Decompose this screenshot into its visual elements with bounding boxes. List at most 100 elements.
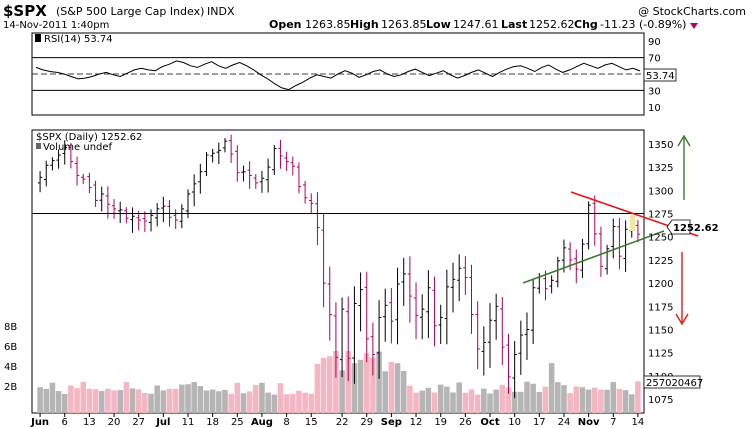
ohlc-bar <box>358 272 363 332</box>
ohlc-bar <box>191 174 197 207</box>
ohlc-bar <box>81 173 86 185</box>
date-tick-label: Jul <box>155 417 170 428</box>
ohlc-bar <box>142 211 148 232</box>
ohlc-bar <box>302 181 308 204</box>
volume-bar <box>61 393 68 413</box>
volume-legend-text: Volume undef <box>43 142 113 153</box>
volume-bar <box>296 390 302 413</box>
ohlc-bar <box>598 226 604 277</box>
ohlc-bar <box>161 196 166 223</box>
volume-bar <box>320 357 327 413</box>
ohlc-bar <box>56 149 61 169</box>
volume-bar <box>197 386 204 413</box>
date-tick-label: 7 <box>610 417 616 428</box>
volume-bar <box>474 394 481 413</box>
volume-bar <box>191 382 197 413</box>
volume-bar <box>222 389 228 413</box>
volume-bar <box>524 381 530 413</box>
date-tick-label: Sep <box>381 417 402 428</box>
date-tick-label: Nov <box>578 417 600 428</box>
volume-bar <box>407 385 413 413</box>
ohlc-bar <box>265 158 271 193</box>
volume-bar <box>123 382 130 413</box>
date-tick-label: 24 <box>558 417 571 428</box>
high-value: 1263.85 <box>381 18 427 31</box>
volume-bar <box>431 392 438 413</box>
volume-bar <box>468 389 475 413</box>
open-value: 1263.85 <box>305 18 351 31</box>
date-tick-label: 19 <box>434 417 447 428</box>
ohlc-bar <box>623 220 628 272</box>
ohlc-bar <box>173 209 178 229</box>
ohlc-bar <box>493 293 499 340</box>
volume-bar <box>179 384 185 413</box>
date-tick-label: Aug <box>251 417 273 428</box>
ohlc-bar <box>253 174 258 189</box>
ohlc-bar <box>450 262 456 313</box>
volume-legend-icon <box>36 143 41 149</box>
rsi-value-tag: 53.74 <box>643 68 677 82</box>
price-axis: 1350 1325 1300 1275 1250 1225 1200 1175 1150 1125… <box>648 140 673 406</box>
ohlc-bar <box>401 257 406 306</box>
volume-bar <box>481 388 487 413</box>
volume-bar <box>148 393 154 413</box>
volume-bar <box>203 390 210 413</box>
last-price-tag: 1252.62 <box>666 219 719 235</box>
volume-bar <box>98 391 105 413</box>
ohlc-bar <box>506 333 511 394</box>
low-value: 1247.61 <box>453 18 499 31</box>
ohlc-bar <box>383 288 388 342</box>
volume-bar <box>55 391 62 413</box>
ohlc-bar <box>44 160 49 187</box>
ohlc-bar <box>93 180 98 207</box>
ohlc-bar <box>346 296 351 381</box>
volume-bar <box>585 389 592 413</box>
ohlc-bar <box>68 143 74 169</box>
volume-bar <box>92 389 99 413</box>
volume-tick-label: 4B <box>4 362 17 373</box>
high-label: High <box>350 18 379 31</box>
ohlc-bar <box>284 151 289 171</box>
rsi-tick-label: 10 <box>648 103 661 114</box>
ohlc-bar <box>530 278 536 345</box>
ohlc-bar <box>130 207 135 233</box>
down-triangle-icon <box>690 23 698 29</box>
ohlc-bar <box>321 213 326 308</box>
date-tick-label: 17 <box>533 417 546 428</box>
volume-bar <box>265 392 271 413</box>
ohlc-bar <box>426 270 431 339</box>
volume-bar <box>382 371 389 413</box>
volume-bar <box>117 390 123 413</box>
copyright: @ StockCharts.com <box>638 5 746 18</box>
volume-bar <box>413 392 419 413</box>
volume-bar <box>351 363 358 413</box>
date-tick-label: 11 <box>182 417 195 428</box>
date-tick-label: 18 <box>206 417 219 428</box>
volume-bar <box>283 394 290 413</box>
date-tick-label: 8 <box>283 417 289 428</box>
ohlc-bar <box>87 172 92 194</box>
price-tick-label: 1350 <box>648 140 673 151</box>
volume-bar <box>105 388 111 413</box>
ohlc-bar <box>456 254 462 302</box>
date-tick-label: 15 <box>305 417 318 428</box>
svg-text:1252.62: 1252.62 <box>673 223 719 234</box>
volume-bar <box>253 385 259 413</box>
volume-bar <box>591 387 598 413</box>
volume-bar <box>111 390 117 413</box>
date-tick-label: 26 <box>459 417 472 428</box>
rsi-tick-label: 90 <box>648 37 661 48</box>
volume-bar <box>129 388 136 413</box>
ohlc-bar <box>524 312 530 360</box>
volume-bar <box>135 389 142 413</box>
ohlc-bar <box>327 266 332 341</box>
last-value: 1252.62 <box>529 18 575 31</box>
volume-bar <box>499 384 506 413</box>
ohlc-bar <box>611 218 616 259</box>
volume-bar <box>86 388 93 413</box>
open-label: Open <box>269 18 302 31</box>
ohlc-bar <box>118 201 123 223</box>
volume-bar <box>154 385 160 413</box>
green-up-arrow <box>677 134 691 200</box>
date-tick-label: 29 <box>360 417 373 428</box>
